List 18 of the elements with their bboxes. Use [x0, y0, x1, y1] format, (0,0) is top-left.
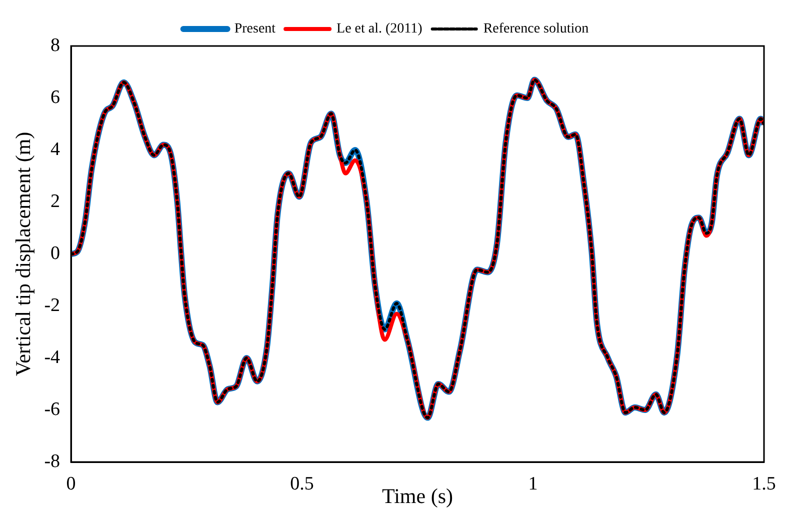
y-tick-label: -4	[44, 346, 61, 368]
x-tick-label: 1	[528, 473, 538, 494]
y-tick-label: 4	[50, 138, 61, 160]
x-tick-label: 0.5	[290, 473, 314, 494]
legend-label: Reference solution	[483, 22, 589, 37]
x-tick-label: 0	[66, 473, 76, 494]
x-axis-title: Time (s)	[382, 484, 454, 508]
y-tick-label: -8	[44, 450, 60, 472]
y-tick-label: 6	[50, 86, 60, 108]
y-tick-label: -2	[44, 294, 60, 316]
y-axis-title: Vertical tip displacement (m)	[11, 132, 36, 376]
legend-label: Present	[234, 22, 276, 37]
legend-label: Le et al. (2011)	[336, 22, 423, 37]
x-tick-label: 1.5	[752, 473, 776, 494]
y-tick-label: 8	[50, 34, 60, 56]
y-tick-label: 0	[50, 242, 60, 264]
y-tick-label: 2	[50, 190, 60, 212]
y-tick-label: -6	[44, 398, 60, 420]
